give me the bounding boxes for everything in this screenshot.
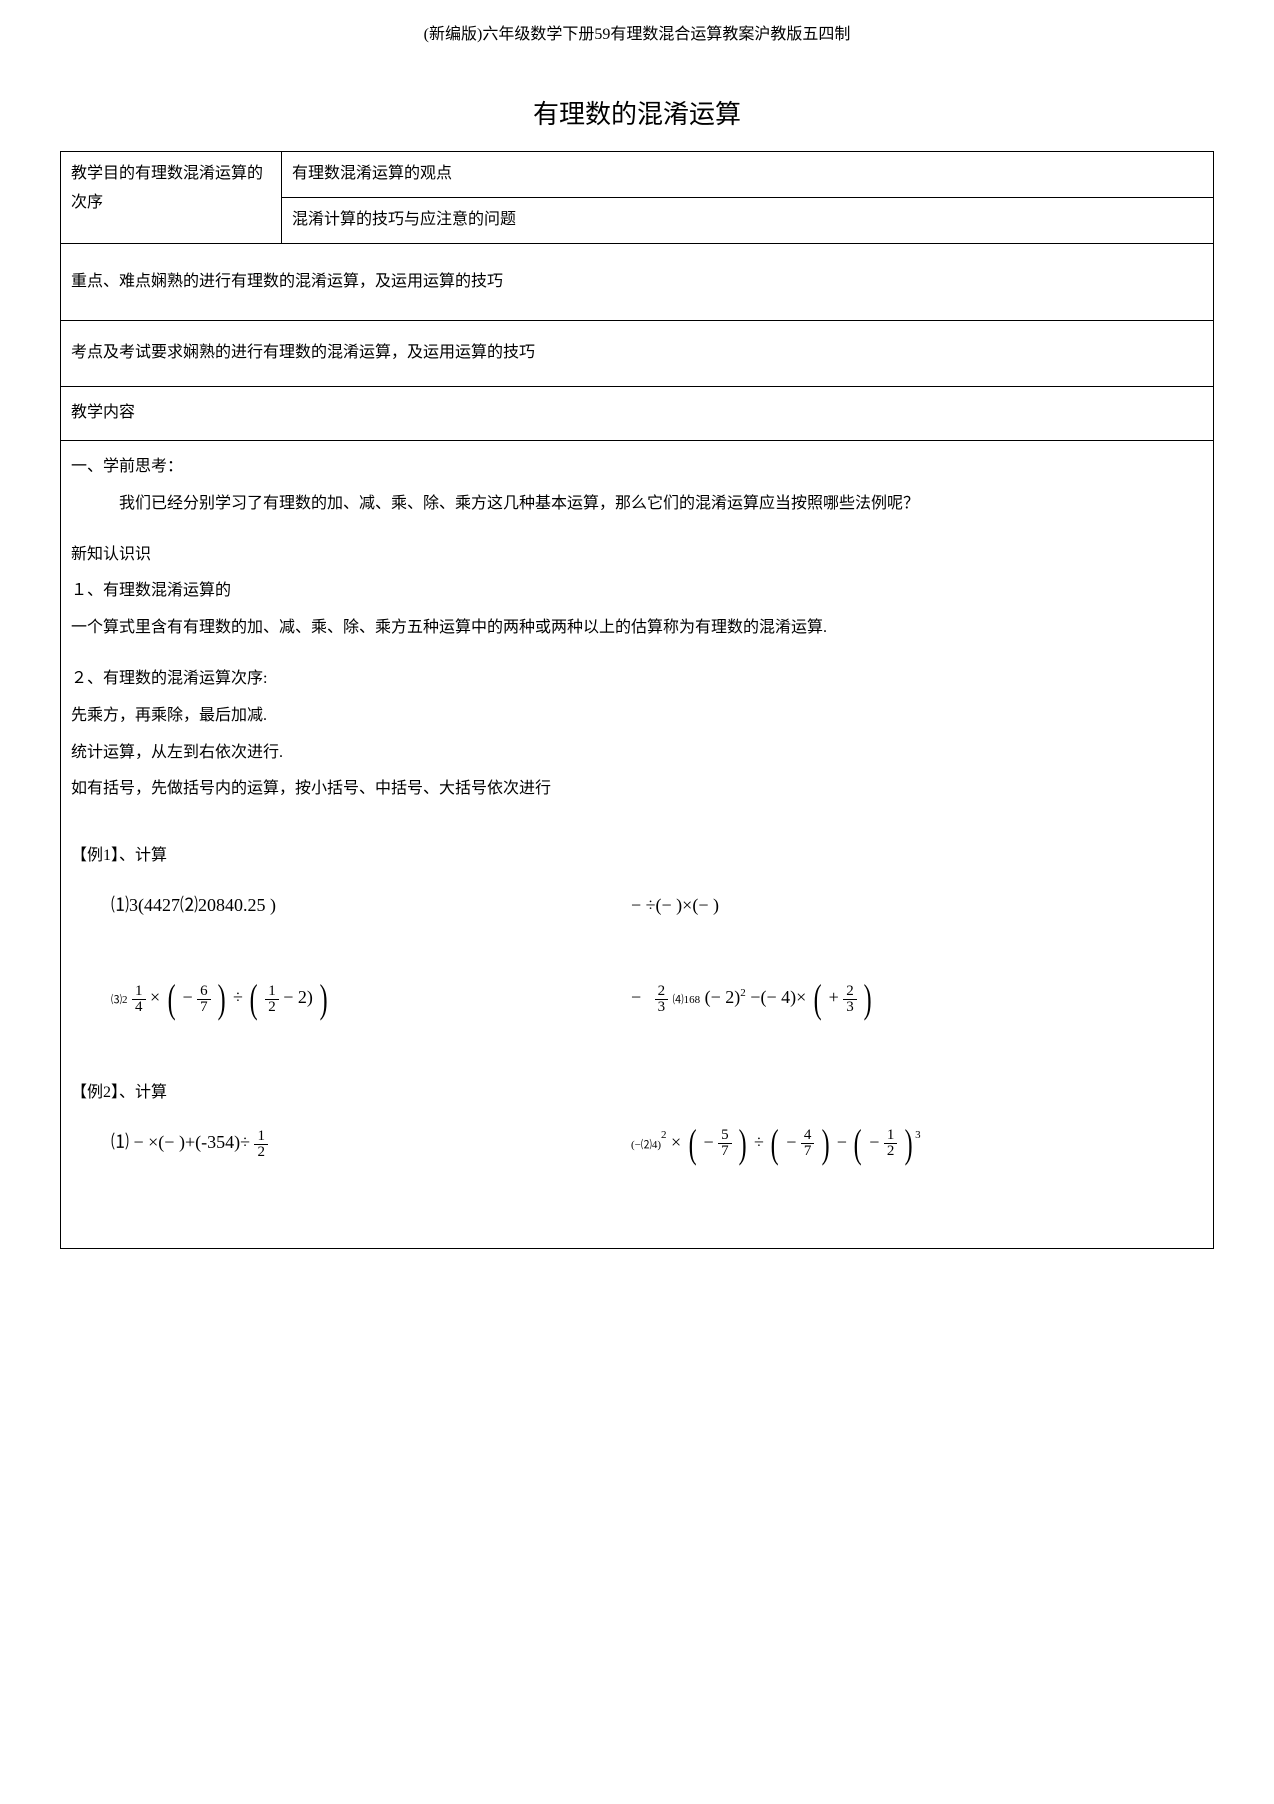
frac-den: 7	[718, 1144, 732, 1159]
frac-num: 2	[655, 984, 669, 1000]
point2-l2: 统计运算，从左到右依次进行.	[71, 735, 1203, 772]
expr-frag: −(− 4)×	[750, 987, 806, 1007]
rparen-icon: )	[822, 1128, 830, 1160]
times-op: ×	[150, 987, 160, 1007]
frac-den: 4	[132, 1000, 146, 1015]
lparen-icon: (	[167, 983, 175, 1015]
expr-frag: − 2)	[283, 987, 313, 1007]
row2: 重点、难点娴熟的进行有理数的混淆运算，及运用运算的技巧	[61, 243, 1214, 321]
minus-op: −	[704, 1132, 714, 1152]
ex2-prob2: (−⑵4)2 × ( − 57 ) ÷ ( − 47 ) − ( − 12 )3	[631, 1126, 921, 1160]
tag3: ⑶2	[111, 994, 128, 1006]
frac-num: 1	[132, 984, 146, 1000]
rparen-icon: )	[905, 1128, 913, 1160]
frac-den: 3	[843, 1000, 857, 1015]
ex2-row1: ⑴ − ×(− )+(-354)÷ 12 (−⑵4)2 × ( − 57 ) ÷…	[71, 1126, 1203, 1160]
new-knowledge-title: 新知认识识	[71, 537, 1203, 574]
page-header: (新编版)六年级数学下册59有理数混合运算教案沪教版五四制	[60, 20, 1214, 44]
rparen-icon: )	[739, 1128, 747, 1160]
lesson-table: 教学目的有理数混淆运算的次序 有理数混淆运算的观点 混淆计算的技巧与应注意的问题…	[60, 151, 1214, 1249]
sup3: 3	[915, 1129, 921, 1141]
plus-op: +	[829, 987, 839, 1007]
ex1-prob3: ⑶2 14 × ( − 67 ) ÷ ( 12 − 2) )	[111, 981, 571, 1015]
point2-title: ２、有理数的混淆运算次序:	[71, 661, 1203, 698]
rparen-icon: )	[218, 983, 226, 1015]
pre-think-text: 我们已经分别学习了有理数的加、减、乘、除、乘方这几种基本运算，那么它们的混淆运算…	[71, 486, 1203, 523]
frac-num: 1	[265, 984, 279, 1000]
frac-den: 3	[655, 1000, 669, 1015]
tag22: (−⑵4)	[631, 1139, 661, 1151]
lparen-icon: (	[688, 1128, 696, 1160]
ex1-prob2: − ÷(− )×(− )	[631, 889, 719, 921]
frac-num: 1	[884, 1128, 898, 1144]
minus-op: −	[786, 1132, 796, 1152]
pre-think-title: 一、学前思考：	[71, 449, 1203, 486]
ex1-row2: ⑶2 14 × ( − 67 ) ÷ ( 12 − 2) ) − 23 ⑷16	[71, 981, 1203, 1015]
row1-left: 教学目的有理数混淆运算的次序	[61, 152, 282, 244]
frac-den: 2	[254, 1145, 268, 1160]
frac-num: 6	[197, 984, 211, 1000]
lparen-icon: (	[771, 1128, 779, 1160]
minus-op: −	[837, 1132, 847, 1152]
example1-title: 【例1】、计算	[71, 838, 1203, 875]
frac-num: 2	[843, 984, 857, 1000]
minus-op: −	[182, 987, 192, 1007]
times-op: ×	[671, 1132, 681, 1152]
ex1-prob1: ⑴3(4427⑵20840.25 )	[111, 889, 571, 921]
point1-title: １、有理数混淆运算的	[71, 573, 1203, 610]
frac-den: 7	[801, 1144, 815, 1159]
lparen-icon: (	[854, 1128, 862, 1160]
rparen-icon: )	[864, 983, 872, 1015]
sup2b: 2	[661, 1129, 667, 1141]
ex2-prob1: ⑴ − ×(− )+(-354)÷ 12	[111, 1126, 571, 1159]
div-op: ÷	[754, 1132, 764, 1152]
frac-den: 2	[884, 1144, 898, 1159]
content-cell: 一、学前思考： 我们已经分别学习了有理数的加、减、乘、除、乘方这几种基本运算，那…	[61, 440, 1214, 1248]
row1-r2: 混淆计算的技巧与应注意的问题	[282, 197, 1214, 243]
example2-title: 【例2】、计算	[71, 1075, 1203, 1112]
goal-label: 教学目的有理数混淆运算的次序	[71, 165, 263, 211]
point2-l3: 如有括号，先做括号内的运算，按小括号、中括号、大括号依次进行	[71, 771, 1203, 808]
row4: 教学内容	[61, 387, 1214, 441]
ex1-row1: ⑴3(4427⑵20840.25 ) − ÷(− )×(− )	[71, 889, 1203, 921]
frac-den: 2	[265, 1000, 279, 1015]
sup2: 2	[740, 987, 746, 999]
frac-num: 1	[254, 1129, 268, 1145]
point1-text: 一个算式里含有有理数的加、减、乘、除、乘方五种运算中的两种或两种以上的估算称为有…	[71, 610, 1203, 647]
ex1-prob4: − 23 ⑷168 (− 2)2 −(− 4)× ( + 23 )	[631, 981, 875, 1015]
frac-den: 7	[197, 1000, 211, 1015]
point2-l1: 先乘方，再乘除，最后加减.	[71, 698, 1203, 735]
ex2-pre: ⑴ − ×(− )+(-354)÷	[111, 1132, 250, 1152]
row1-r1: 有理数混淆运算的观点	[282, 152, 1214, 198]
minus-op: −	[869, 1132, 879, 1152]
minus-op: −	[631, 987, 641, 1007]
div-op: ÷	[233, 987, 243, 1007]
tag4: ⑷168	[673, 994, 701, 1006]
lparen-icon: (	[250, 983, 258, 1015]
frac-num: 4	[801, 1128, 815, 1144]
page-title: 有理数的混淆运算	[60, 94, 1214, 131]
frac-num: 5	[718, 1128, 732, 1144]
rparen-icon: )	[320, 983, 328, 1015]
row3: 考点及考试要求娴熟的进行有理数的混淆运算，及运用运算的技巧	[61, 321, 1214, 387]
lparen-icon: (	[813, 983, 821, 1015]
